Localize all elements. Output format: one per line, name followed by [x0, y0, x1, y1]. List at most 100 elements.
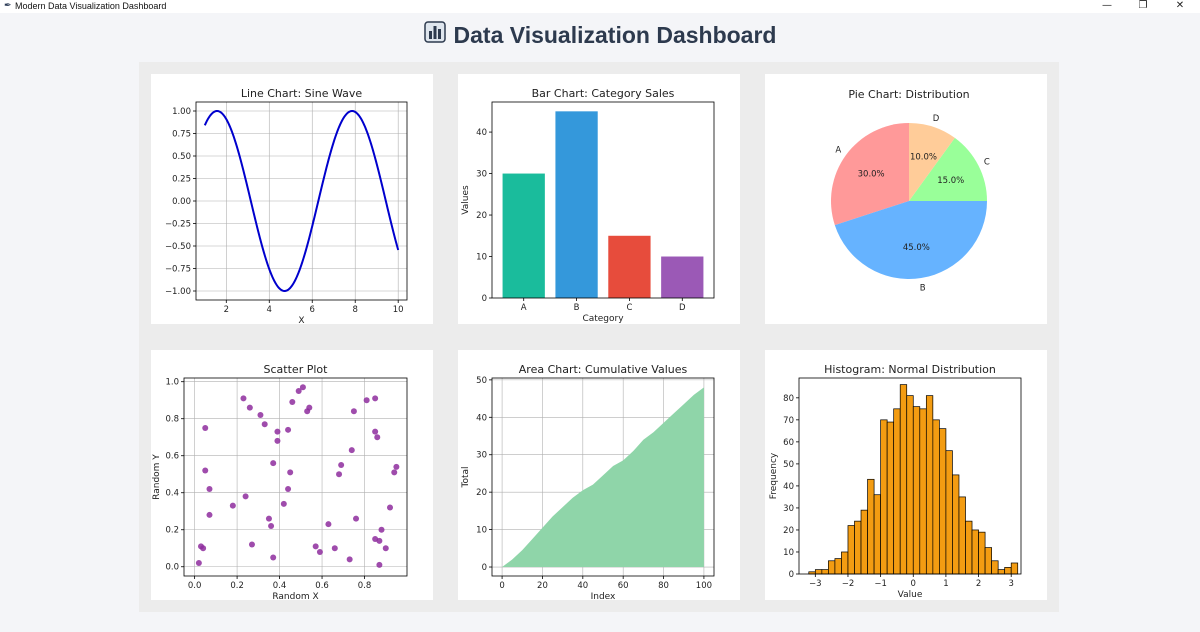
- y-tick-label: −0.75: [165, 265, 191, 275]
- pie-pct-label: 15.0%: [937, 176, 964, 186]
- histogram-bar: [984, 547, 992, 575]
- scatter-point: [306, 404, 313, 411]
- x-tick-label: −2: [842, 579, 855, 589]
- y-tick-label: −0.25: [165, 220, 191, 230]
- scatter-point: [287, 469, 294, 476]
- y-tick-label: 1.00: [172, 107, 191, 117]
- y-tick-label: 0.50: [172, 152, 191, 162]
- scatter-point: [202, 467, 209, 474]
- y-tick-label: 20: [476, 488, 487, 498]
- x-tick-label: 0.2: [230, 581, 244, 591]
- chart-title: Pie Chart: Distribution: [848, 88, 969, 101]
- feather-icon: ✒: [4, 1, 12, 11]
- scatter-point: [331, 545, 338, 552]
- pie-category-label: D: [933, 114, 940, 124]
- minimize-button[interactable]: —: [1102, 0, 1112, 11]
- x-tick-label: D: [679, 303, 686, 313]
- scatter-point: [346, 556, 353, 563]
- x-tick-label: 6: [310, 305, 315, 315]
- scatter-point: [391, 469, 398, 476]
- x-tick-label: 0: [911, 579, 916, 589]
- scatter-point: [206, 511, 213, 518]
- histogram-bar: [886, 421, 895, 575]
- scatter-point: [248, 541, 255, 548]
- x-tick-label: 60: [618, 581, 629, 591]
- y-tick-label: 30: [783, 504, 794, 514]
- pie-slice-C: [909, 137, 987, 201]
- x-tick-label: 100: [696, 581, 712, 591]
- scatter-plot: 0.0 0.2 0.4 0.6 0.8 0.0 0.2 0.4 0.6 0.8 1.0 Scatter…: [152, 363, 408, 600]
- x-tick-label: 0.6: [315, 581, 329, 591]
- scatter-point: [280, 500, 287, 507]
- scatter-plot-card: 0.0 0.2 0.4 0.6 0.8 0.0 0.2 0.4 0.6 0.8 1.0 Scatter…: [151, 350, 433, 600]
- scatter-point: [257, 412, 264, 419]
- y-tick-label: 20: [783, 526, 794, 536]
- scatter-point: [374, 434, 381, 441]
- x-tick-label: 40: [577, 581, 588, 591]
- line-chart: 2 4 6 8 10 1.00 0.75 0.50 0.25 0.00 −0.25 −0.50 −0.7…: [165, 87, 408, 324]
- scatter-point: [372, 428, 379, 435]
- histogram-bar: [919, 408, 927, 575]
- pie-slice-A: [831, 123, 909, 226]
- scatter-point: [325, 521, 332, 528]
- y-tick-label: 0.6: [165, 452, 179, 462]
- y-tick-label: 0.25: [172, 175, 191, 185]
- x-axis-label: X: [298, 316, 304, 324]
- x-tick-label: 1: [943, 579, 948, 589]
- scatter-point: [312, 543, 319, 550]
- x-tick-label: C: [626, 303, 632, 313]
- scatter-point: [382, 545, 389, 552]
- scatter-point: [348, 447, 355, 454]
- scatter-point: [289, 399, 296, 406]
- scatter-point: [338, 461, 345, 468]
- histogram-bar: [880, 419, 888, 575]
- chart-title: Scatter Plot: [264, 363, 329, 376]
- x-tick-label: 80: [658, 581, 669, 591]
- scatter-point: [285, 486, 292, 493]
- histogram-bar: [932, 419, 940, 575]
- y-axis-label: Frequency: [769, 452, 779, 499]
- y-axis-label: Total: [461, 466, 471, 488]
- bar-A: [502, 173, 545, 298]
- histogram-bar: [867, 478, 875, 575]
- histogram-bar: [965, 520, 973, 575]
- pie-category-label: B: [920, 283, 926, 293]
- close-button[interactable]: ✕: [1175, 0, 1185, 11]
- bar-D: [661, 256, 704, 298]
- x-tick-label: 0.8: [358, 581, 372, 591]
- window-titlebar: ✒ Modern Data Visualization Dashboard — …: [0, 0, 1200, 13]
- axes-frame: [491, 377, 715, 577]
- histogram-bar: [854, 520, 862, 575]
- x-tick-label: 2: [224, 305, 229, 315]
- scatter-point: [316, 548, 323, 555]
- histogram-bar: [991, 560, 999, 575]
- y-tick-label: 40: [476, 128, 487, 138]
- scatter-point: [336, 471, 343, 478]
- histogram-bar: [912, 406, 921, 575]
- scatter-point: [202, 424, 209, 431]
- histogram-bar: [893, 408, 901, 575]
- scatter-point: [268, 523, 275, 530]
- cumulative-area: [502, 387, 704, 568]
- bar-chart-card: A B C D 0 10 20 30 40 Bar Chart: Category Sales Ca…: [458, 74, 740, 324]
- page-title-container: Data Visualization Dashboard: [0, 20, 1200, 50]
- scatter-point: [229, 502, 236, 509]
- scatter-point: [200, 545, 207, 552]
- y-tick-label: 50: [783, 460, 794, 470]
- histogram-bar: [978, 531, 986, 575]
- pie-pct-label: 10.0%: [910, 152, 937, 162]
- histogram-bar: [828, 560, 836, 575]
- scatter-point: [295, 387, 302, 394]
- histogram-bar: [847, 525, 855, 575]
- x-tick-label: 0.0: [188, 581, 202, 591]
- y-tick-label: 20: [476, 211, 487, 221]
- scatter-point: [363, 397, 370, 404]
- y-tick-label: 30: [476, 170, 487, 180]
- scatter-point: [393, 463, 400, 470]
- y-tick-label: 30: [476, 451, 487, 461]
- y-tick-label: 0.75: [172, 130, 191, 140]
- maximize-button[interactable]: ❐: [1138, 0, 1148, 11]
- line-chart-card: 2 4 6 8 10 1.00 0.75 0.50 0.25 0.00 −0.25 −0.50 −0.7…: [151, 74, 433, 324]
- y-tick-label: 40: [476, 413, 487, 423]
- x-tick-label: −1: [874, 579, 887, 589]
